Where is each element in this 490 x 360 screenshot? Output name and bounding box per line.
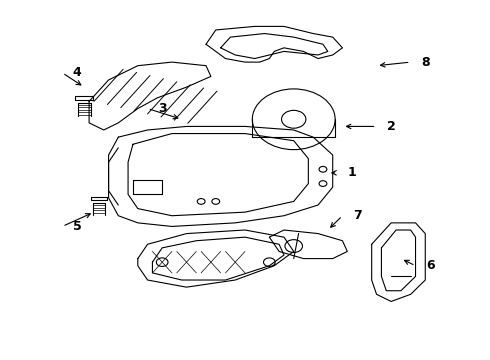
Text: 7: 7 [353,209,362,222]
Text: 2: 2 [387,120,395,133]
Text: 8: 8 [421,55,430,69]
Text: 5: 5 [73,220,81,233]
Text: 1: 1 [348,166,357,179]
Text: 6: 6 [426,259,435,272]
Text: 4: 4 [73,66,81,79]
Text: 3: 3 [158,102,167,115]
